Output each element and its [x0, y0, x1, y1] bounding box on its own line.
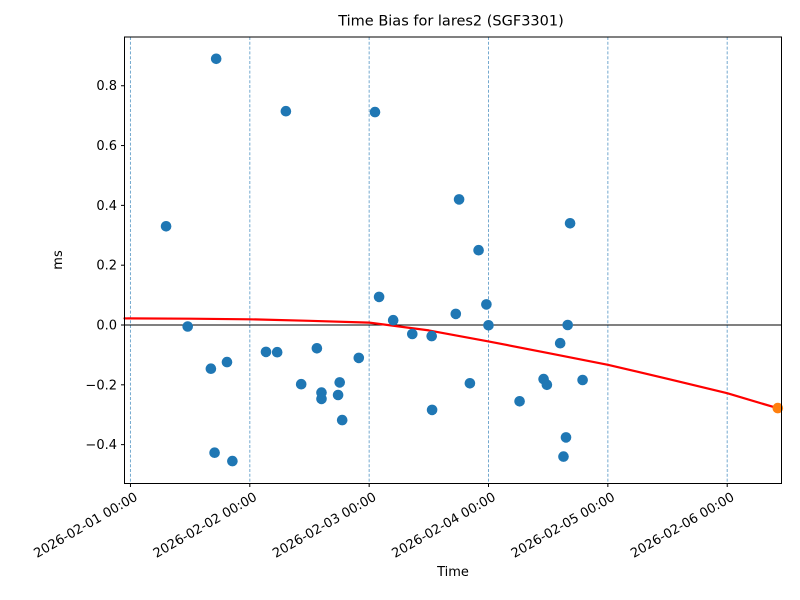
observations-point [311, 343, 323, 354]
y-tick-label: 0.8 [96, 79, 117, 94]
observations-point [560, 432, 572, 443]
observations-point [481, 299, 492, 310]
y-tick-label: 0.2 [96, 259, 117, 274]
y-tick-label: −0.4 [85, 438, 117, 453]
observations-point [483, 320, 494, 331]
observations-point [564, 218, 576, 229]
observations-point [160, 221, 172, 232]
x-axis-label: Time [436, 565, 469, 580]
observations-point [473, 244, 484, 256]
observations-point [407, 328, 418, 340]
observations-point [554, 337, 566, 349]
x-tick-label: 2026-02-06 00:00 [628, 490, 737, 562]
observations-point [369, 106, 381, 118]
observations-point [514, 396, 525, 407]
ticks-layer: 2026-02-01 00:00 2026-02-02 00:00 2026-02-… [32, 79, 738, 561]
observations-point [227, 455, 238, 467]
observations-point [205, 363, 217, 375]
observations-point [182, 321, 193, 332]
observations-point [221, 356, 233, 368]
observations-point [316, 393, 327, 405]
y-tick-label: −0.2 [85, 378, 117, 393]
observations-point [332, 389, 344, 401]
observations-point [387, 314, 399, 326]
points-layer [160, 53, 784, 467]
observations-point [373, 291, 385, 303]
x-tick-label: 2026-02-04 00:00 [390, 490, 499, 562]
grid-layer [129, 37, 728, 484]
observations-point [336, 414, 348, 426]
chart-title: Time Bias for lares2 (SGF3301) [337, 14, 564, 30]
observations-point [353, 352, 365, 364]
y-axis-label: ms [51, 250, 66, 270]
observations-point [562, 319, 573, 331]
observations-point [558, 451, 569, 462]
observations-point [426, 404, 438, 416]
y-tick-label: 0.0 [96, 318, 117, 333]
observations-point [426, 330, 438, 342]
prediction-point [772, 402, 784, 414]
observations-point [541, 379, 553, 391]
observations-point [210, 53, 222, 65]
x-tick-label: 2026-02-03 00:00 [270, 490, 379, 562]
observations-point [280, 105, 292, 117]
y-tick-label: 0.6 [96, 139, 117, 154]
observations-point [453, 194, 465, 205]
x-tick-label: 2026-02-01 00:00 [32, 490, 141, 562]
observations-point [464, 378, 476, 389]
y-tick-label: 0.4 [96, 199, 117, 214]
observations-point [334, 377, 346, 388]
x-tick-label: 2026-02-05 00:00 [509, 490, 618, 562]
observations-point [209, 447, 220, 459]
observations-point [577, 374, 588, 386]
plot-border [124, 36, 782, 484]
observations-point [260, 346, 272, 358]
x-tick-label: 2026-02-02 00:00 [151, 490, 260, 562]
observations-point [271, 346, 283, 358]
observations-point [450, 308, 462, 320]
observations-point [295, 378, 307, 390]
trend-line [123, 317, 779, 410]
